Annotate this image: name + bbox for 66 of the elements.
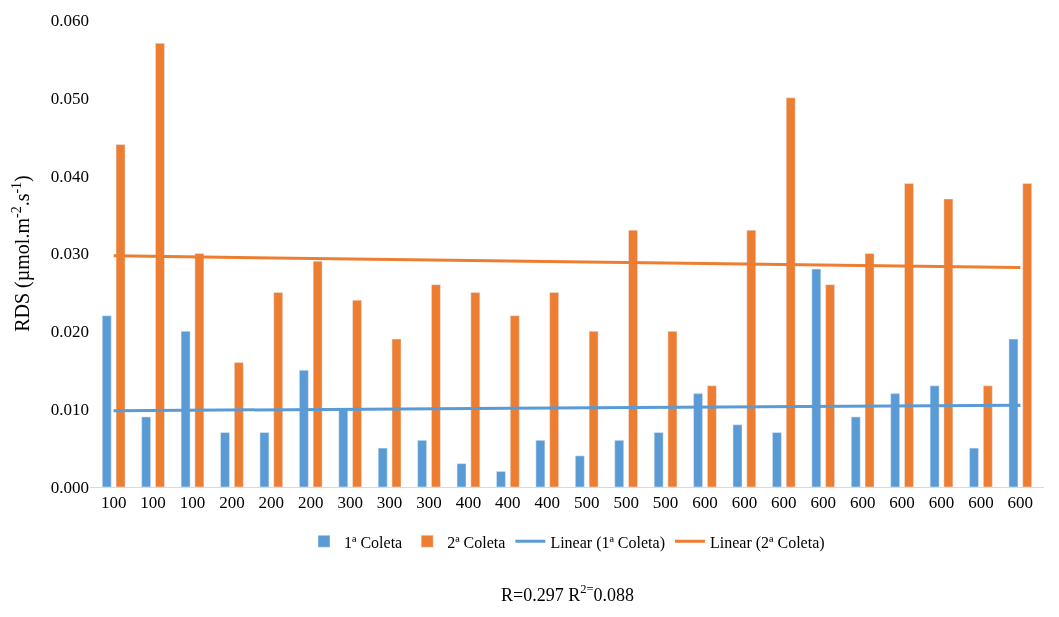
bar xyxy=(496,471,506,487)
bar xyxy=(549,292,559,487)
x-tick-label: 600 xyxy=(771,493,797,513)
bar xyxy=(259,432,270,487)
bar xyxy=(273,292,283,487)
x-tick-label: 400 xyxy=(455,493,482,513)
bar xyxy=(614,440,624,487)
x-tick-label: 200 xyxy=(219,493,245,513)
y-tick-label: 0.030 xyxy=(50,244,89,264)
bar xyxy=(377,447,388,487)
x-tick-label: 200 xyxy=(298,493,324,513)
x-tick-label: 600 xyxy=(889,493,915,513)
x-tick-label: 600 xyxy=(928,493,955,513)
x-tick-label: 400 xyxy=(495,493,521,513)
bar xyxy=(825,284,835,487)
bar xyxy=(707,385,717,487)
y-tick-label: 0.040 xyxy=(50,166,89,186)
x-tick-label: 600 xyxy=(731,493,758,513)
x-tick-label: 600 xyxy=(849,493,876,513)
bar xyxy=(102,315,112,487)
bar xyxy=(391,338,402,487)
legend-label: 2ª Coleta xyxy=(447,533,506,551)
bar xyxy=(667,331,678,487)
x-tick-label: 100 xyxy=(140,493,166,513)
bar xyxy=(535,440,546,487)
x-tick-label: 200 xyxy=(258,493,285,513)
bar xyxy=(352,299,362,487)
x-tick-label: 100 xyxy=(179,493,206,513)
bar xyxy=(575,455,585,487)
x-tick-label: 500 xyxy=(652,493,679,513)
y-tick-label: 0.050 xyxy=(50,88,89,108)
bar xyxy=(510,315,520,487)
bar xyxy=(983,385,993,487)
bar xyxy=(732,424,743,487)
x-tick-label: 300 xyxy=(337,493,363,513)
bar xyxy=(588,331,599,487)
bar xyxy=(456,463,467,487)
x-tick-label: 300 xyxy=(416,493,442,513)
legend-label: 1ª Coleta xyxy=(344,533,403,551)
x-tick-label: 500 xyxy=(573,493,600,513)
text: R=0.297 R$^{2=}$0.088 xyxy=(501,582,635,605)
x-tick-label: 400 xyxy=(534,493,561,513)
bar xyxy=(969,447,979,487)
x-tick-label: 500 xyxy=(613,493,639,513)
bar xyxy=(1022,183,1032,487)
bar xyxy=(470,292,481,487)
x-tick-label: 600 xyxy=(810,493,836,513)
bar xyxy=(653,432,664,487)
x-tick-label: 100 xyxy=(100,493,127,513)
bar xyxy=(234,362,244,487)
y-tick-label: 0.020 xyxy=(50,322,89,342)
legend-label: Linear (2ª Coleta) xyxy=(709,533,825,552)
bar xyxy=(772,432,782,487)
x-tick-label: 600 xyxy=(1007,493,1034,513)
y-tick-label: 0.000 xyxy=(50,477,89,497)
y-tick-label: 0.010 xyxy=(50,400,89,420)
x-tick-label: 300 xyxy=(376,493,403,513)
bar xyxy=(141,416,151,487)
x-tick-label: 600 xyxy=(968,493,994,513)
y-tick-label: 0.060 xyxy=(50,10,89,30)
bar xyxy=(220,432,230,487)
bar xyxy=(417,440,427,487)
bar xyxy=(431,284,441,487)
bar xyxy=(851,416,861,487)
x-tick-label: 600 xyxy=(692,493,718,513)
legend-label: Linear (1ª Coleta) xyxy=(550,533,665,552)
